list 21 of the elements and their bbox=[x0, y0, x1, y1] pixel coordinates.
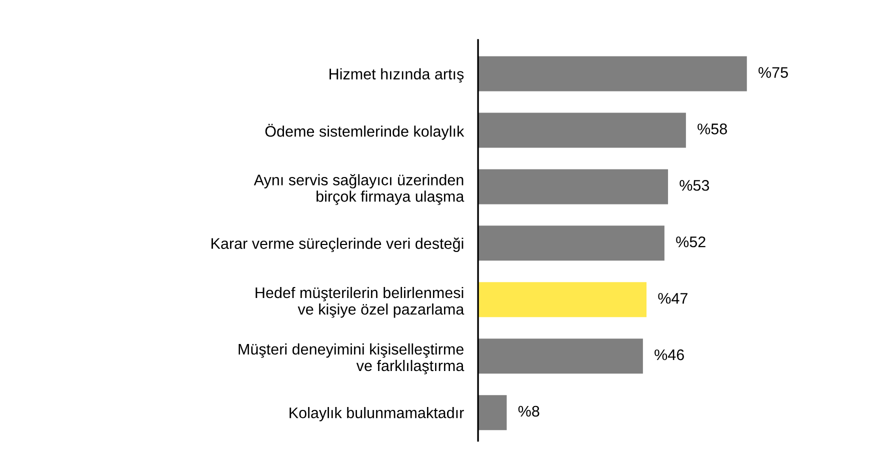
y-tick-label: Ödeme sistemlerinde kolaylık bbox=[265, 124, 464, 140]
y-tick-label: Müşteri deneyimini kişiselleştirme ve farklılaştırma bbox=[238, 343, 464, 374]
bar bbox=[478, 282, 647, 318]
bar bbox=[478, 56, 747, 92]
data-label: %53 bbox=[680, 180, 710, 191]
data-label: %8 bbox=[518, 406, 540, 417]
bar bbox=[478, 112, 686, 148]
y-tick-label: Kolaylık bulunmamaktadır bbox=[290, 407, 464, 422]
bar bbox=[478, 169, 668, 204]
data-label: %58 bbox=[698, 124, 727, 134]
data-label: %52 bbox=[676, 236, 706, 248]
data-label: %46 bbox=[654, 349, 684, 360]
bar bbox=[478, 395, 507, 430]
data-label: %47 bbox=[658, 292, 688, 304]
bar bbox=[478, 338, 643, 374]
y-tick-label: Hizmet hızında artış bbox=[330, 68, 464, 83]
y-tick-label: Aynı servis sağlayıcı üzerinden birçok firmaya ulaşma bbox=[254, 174, 464, 205]
y-tick-label: Hedef müşterilerin belirlenmesi ve kişiye özel pazarlama bbox=[256, 286, 464, 318]
bar bbox=[478, 226, 664, 261]
y-tick-label: Karar verme süreçlerinde veri desteği bbox=[212, 238, 464, 252]
data-label: %75 bbox=[758, 67, 788, 78]
